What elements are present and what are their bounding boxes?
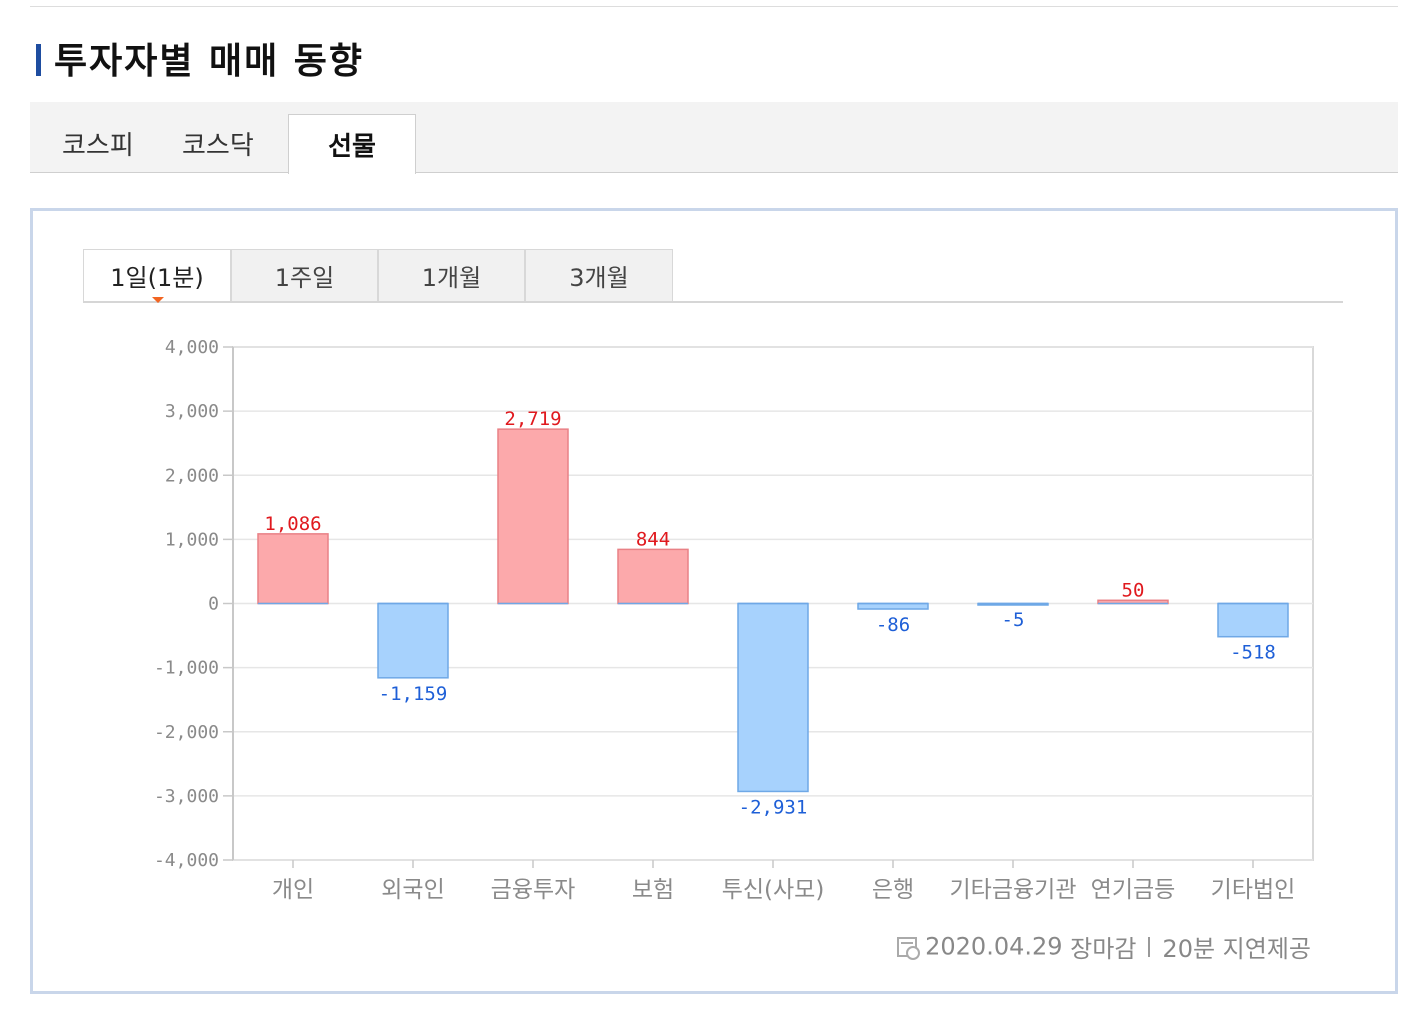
y-tick-label: -4,000 (154, 850, 219, 871)
x-tick-label: 기타법인 (1211, 877, 1296, 903)
bar (737, 602, 809, 793)
investor-bar-chart: 4,000 3,000 2,000 1,000 0 -1,000 -2,000 -3,000 -… (154, 337, 1314, 903)
period-tab-underline (83, 301, 1343, 303)
x-tick-label: 연기금등 (1091, 877, 1176, 903)
tab-kosdaq[interactable]: 코스닥 (182, 131, 254, 161)
calendar-clock-icon (897, 936, 921, 960)
y-tick-label: 0 (208, 594, 219, 615)
data-label: 50 (1122, 579, 1145, 601)
bar (377, 602, 449, 679)
data-label: -1,159 (379, 683, 448, 705)
chart-footer: 2020.04.29 장마감 20분 지연제공 (897, 929, 1311, 964)
top-divider (30, 6, 1398, 7)
bar (1217, 602, 1289, 638)
market-tabs: 코스피 코스닥 선물 (30, 102, 1398, 174)
footer-status: 장마감 (1070, 935, 1137, 963)
tab-futures[interactable]: 선물 (288, 114, 416, 174)
data-label: -86 (876, 614, 910, 636)
y-tick-label: 2,000 (165, 465, 219, 486)
x-tick-label: 금융투자 (491, 877, 576, 903)
tab-3months[interactable]: 3개월 (525, 249, 673, 301)
y-tick-label: 1,000 (165, 529, 219, 550)
y-tick-label: -2,000 (154, 722, 219, 743)
data-label: 1,086 (264, 513, 321, 535)
data-label: 2,719 (504, 408, 561, 430)
tab-kospi[interactable]: 코스피 (62, 131, 134, 161)
x-tick-label: 기타금융기관 (950, 877, 1077, 903)
data-label: -5 (1002, 609, 1025, 631)
data-label: 844 (636, 528, 670, 550)
active-tab-marker-icon (152, 297, 164, 303)
x-tick-label: 개인 (272, 877, 314, 903)
page-title: 투자자별 매매 동향 (54, 40, 365, 82)
footer-date: 2020.04.29 (925, 932, 1063, 961)
bar (857, 602, 929, 610)
footer-delay: 20분 지연제공 (1162, 935, 1311, 963)
tab-1month[interactable]: 1개월 (378, 249, 525, 301)
tab-1week[interactable]: 1주일 (231, 249, 378, 301)
tab-1day[interactable]: 1일(1분) (83, 249, 231, 301)
x-tick-label: 은행 (872, 877, 914, 903)
x-tick-label: 보험 (632, 877, 674, 903)
data-label: -518 (1230, 642, 1276, 664)
x-tick-label: 투신(사모) (722, 877, 825, 903)
y-tick-label: -1,000 (154, 658, 219, 679)
y-tick-label: 4,000 (165, 337, 219, 358)
footer-separator (1148, 936, 1151, 957)
y-tick-label: 3,000 (165, 401, 219, 422)
title-accent-bar (36, 44, 41, 76)
bar (257, 533, 329, 605)
y-tick-label: -3,000 (154, 786, 219, 807)
chart-panel: 1일(1분) 1주일 1개월 3개월 4,000 3,000 2,000 1,000 0… (30, 208, 1398, 994)
x-tick-label: 외국인 (381, 877, 444, 903)
bar (497, 428, 569, 605)
data-label: -2,931 (739, 796, 808, 818)
bar (617, 548, 689, 605)
